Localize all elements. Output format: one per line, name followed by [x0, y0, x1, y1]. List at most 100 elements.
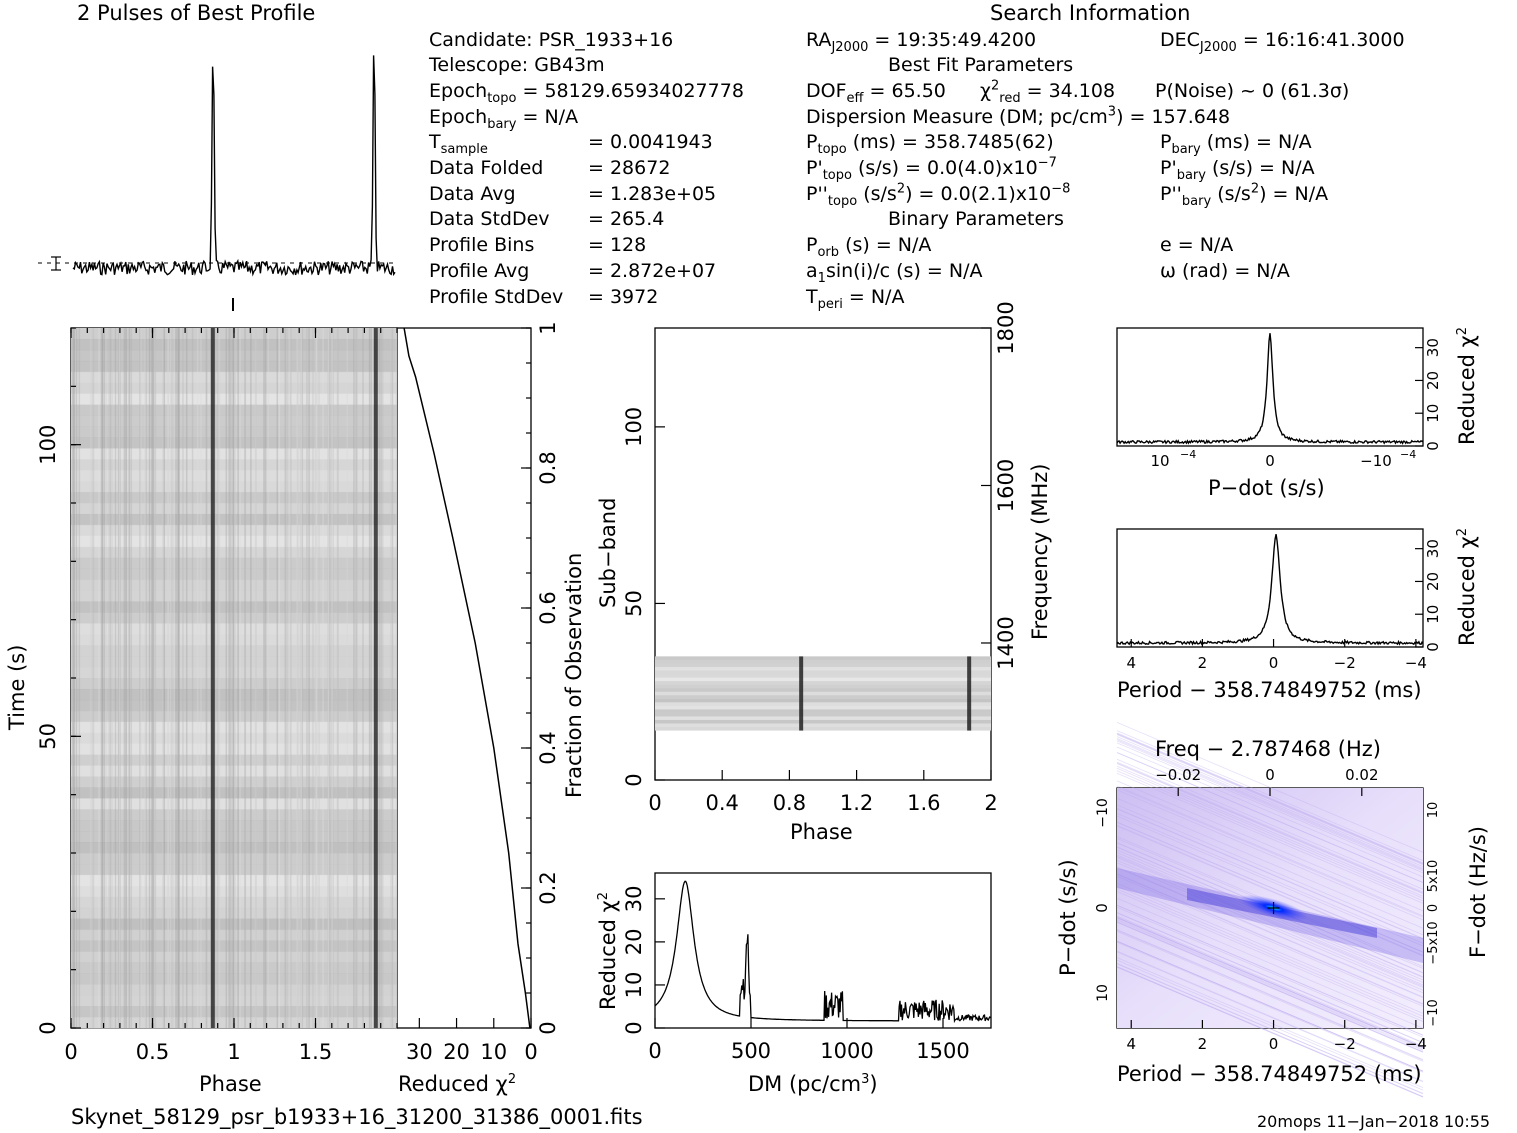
ppdot-streak: [1116, 859, 1424, 991]
ppdot-streak: [1116, 761, 1424, 893]
subband-row: [655, 681, 991, 685]
ppdot-streak: [1116, 825, 1424, 957]
time-phase-row: [71, 437, 397, 449]
time-phase-streak: [225, 328, 228, 1028]
time-phase-row: [71, 853, 397, 865]
chi2-fraction-xtick-label: 30: [406, 1040, 433, 1064]
time-phase-row: [71, 907, 397, 920]
time-phase-row: [71, 667, 397, 679]
ppdot-streak: [1116, 912, 1424, 1044]
time-phase-streak: [286, 328, 288, 1028]
time-phase-streak: [316, 328, 318, 1028]
ppdot-streak: [1116, 866, 1424, 998]
time-phase-streak: [171, 328, 174, 1028]
time-phase-row: [71, 448, 397, 460]
ppdot-streak: [1116, 891, 1424, 1022]
time-phase-streak: [123, 328, 126, 1028]
ppdot-pdot-tick-zero: 0: [1093, 903, 1111, 913]
time-phase-row: [71, 743, 397, 756]
time-phase-row: [71, 349, 397, 362]
time-phase-row: [71, 973, 397, 985]
dof-line: DOFeff = 65.50: [806, 80, 946, 106]
ppdot-streak: [1116, 852, 1424, 983]
time-phase-streak: [389, 328, 392, 1028]
time-phase-streak: [263, 328, 265, 1028]
period-ytick-label: 10: [1424, 605, 1442, 624]
time-phase-streak: [152, 328, 155, 1028]
pdot-ytick-label: 0: [1424, 441, 1442, 451]
time-phase-streak: [356, 328, 358, 1028]
dm-ytick-label: 20: [622, 929, 646, 956]
profile-bins-label: Profile Bins: [429, 234, 535, 256]
phase-axis-label-left: Phase: [199, 1072, 262, 1096]
ppdot-streak: [1116, 740, 1424, 872]
time-phase-row: [71, 338, 397, 351]
subband-row: [655, 695, 991, 699]
time-phase-streak: [328, 328, 330, 1028]
time-phase-row: [71, 874, 397, 887]
frequency-ytick-label: 1800: [994, 301, 1018, 354]
time-phase-streak: [296, 328, 299, 1028]
pdot-bary-line: P'bary (s/s) = N/A: [1160, 157, 1315, 183]
ppdot-streak: [1116, 966, 1424, 1098]
time-phase-streak: [167, 328, 169, 1028]
ppdot-streak: [1116, 734, 1424, 866]
subband-xtick-label: 0.4: [705, 791, 738, 815]
ppdot-streak: [1116, 916, 1424, 1048]
time-phase-row: [71, 601, 397, 613]
time-phase-streak: [380, 328, 382, 1028]
time-phase-streak: [346, 328, 349, 1028]
ppdot-streak: [1116, 930, 1424, 1062]
ppdot-streak: [1116, 821, 1424, 953]
time-phase-streak: [128, 328, 131, 1028]
ppdot-streak: [1116, 917, 1424, 1048]
ppdot-period-axis-label: Period − 358.74849752 (ms): [1117, 1062, 1422, 1086]
ppdot-streak: [1116, 738, 1424, 869]
time-phase-row: [71, 798, 397, 810]
chi2-fraction-curve: [403, 327, 531, 1029]
time-phase-streak: [114, 328, 117, 1028]
ppdot-streak: [1116, 959, 1424, 1091]
pdot-xtick-label-zero: 0: [1265, 452, 1275, 470]
pddot-topo-line: P''topo (s/s2) = 0.0(2.1)x10−8: [806, 181, 1071, 209]
ppdot-freq-tick-label: 0: [1265, 766, 1275, 784]
ppdot-streak: [1116, 772, 1424, 904]
subband-row: [655, 663, 991, 667]
time-phase-row: [71, 470, 397, 482]
chi2-fraction-ytick-label: 0.2: [536, 871, 560, 904]
period-curve: [1116, 534, 1424, 646]
frequency-axis-label: Frequency (MHz): [1028, 463, 1052, 640]
period-xtick-label: −2: [1334, 654, 1356, 672]
ppdot-streak: [1116, 822, 1424, 953]
ppdot-streak: [1116, 929, 1424, 1060]
ppdot-pdot-tick-top: −10: [1095, 798, 1111, 828]
profile-stddev-value: = 3972: [588, 286, 659, 308]
time-phase-row: [71, 492, 397, 504]
ppdot-xtick-label: −2: [1334, 1035, 1356, 1053]
time-phase-streak: [169, 328, 172, 1028]
subband-row: [655, 674, 991, 678]
time-phase-streak: [140, 328, 142, 1028]
ppdot-streak: [1116, 736, 1424, 868]
pulse-track-1: [210, 328, 215, 1028]
time-phase-streak: [395, 328, 397, 1028]
time-phase-row: [71, 524, 397, 537]
frequency-ytick-label: 1400: [994, 616, 1018, 669]
time-phase-streak: [278, 328, 281, 1028]
time-phase-streak: [296, 328, 298, 1028]
profile-title: 2 Pulses of Best Profile: [77, 1, 316, 25]
pdot-xtick-label-right: −10: [1360, 452, 1392, 470]
time-phase-row: [71, 371, 397, 384]
ppdot-freq-tick-label: 0.02: [1345, 766, 1378, 784]
a1-line: a1sin(i)/c (s) = N/A: [806, 260, 983, 286]
time-phase-streak: [315, 328, 318, 1028]
time-phase-streak: [75, 328, 78, 1028]
time-phase-row: [71, 645, 397, 657]
pdot-ytick-label: 10: [1424, 404, 1442, 423]
ppdot-streak: [1116, 763, 1424, 895]
time-phase-streak: [119, 328, 121, 1028]
time-phase-streak: [354, 328, 356, 1028]
time-phase-streak: [370, 328, 373, 1028]
time-phase-streak: [101, 328, 103, 1028]
subband-row: [655, 688, 991, 692]
